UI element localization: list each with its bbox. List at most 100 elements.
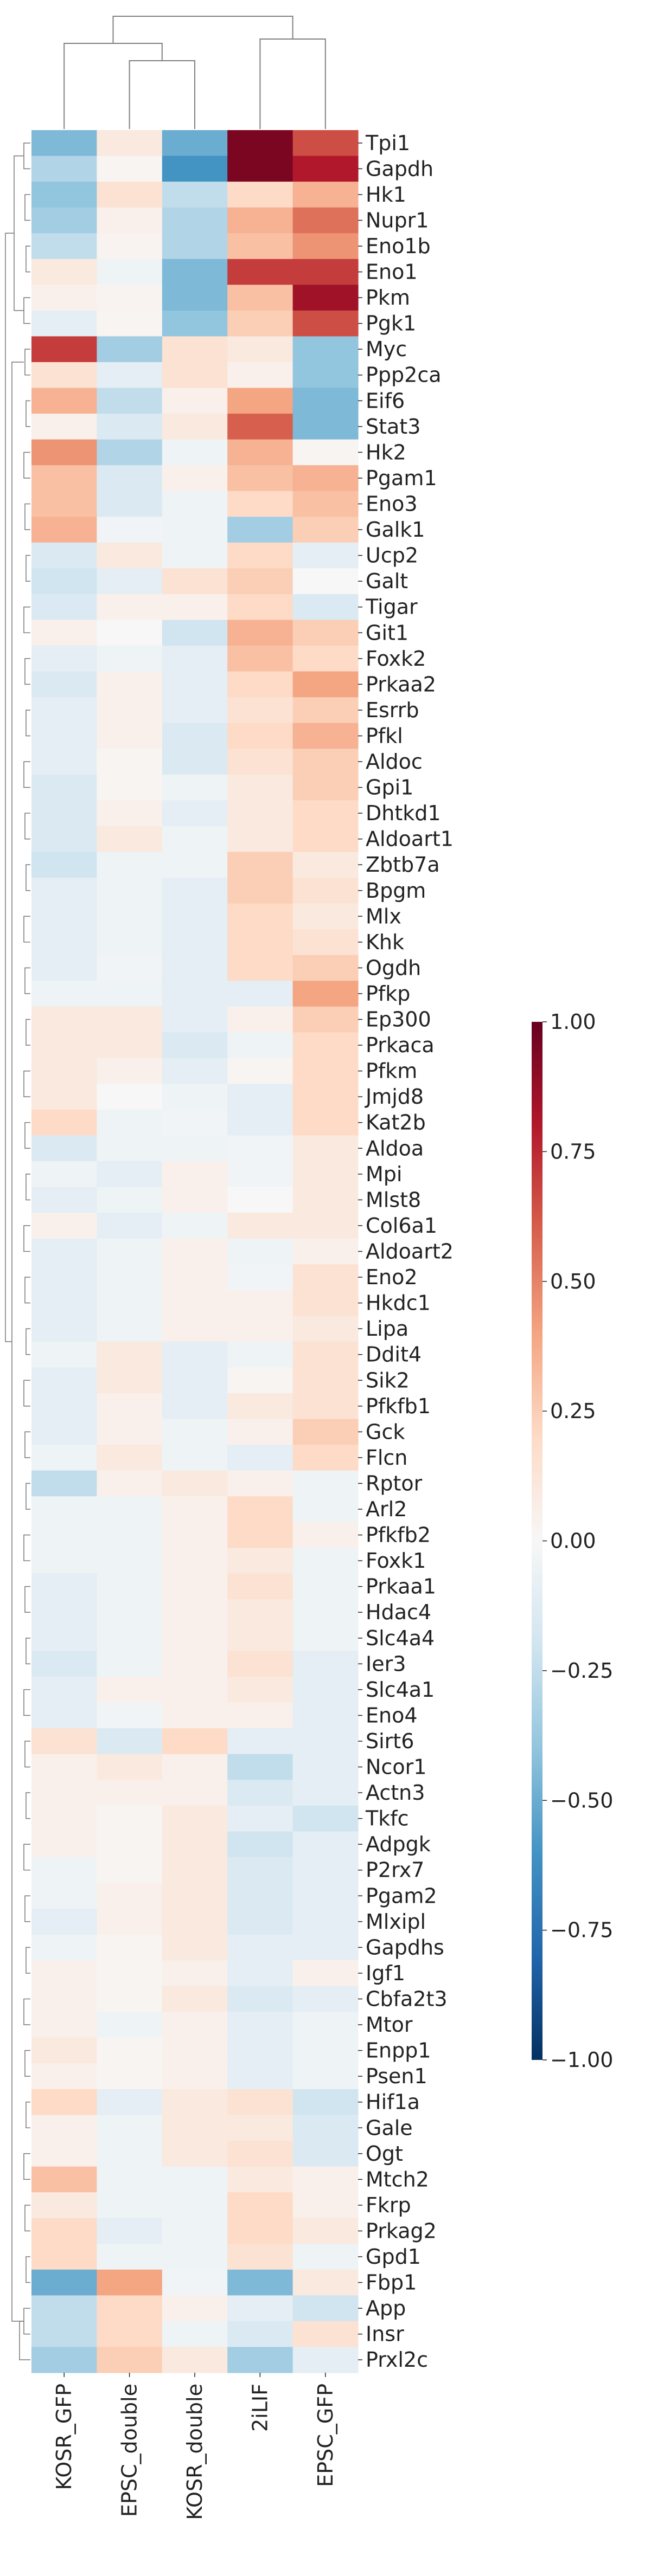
heatmap-cell-hk1-kosr_double	[162, 182, 228, 208]
heatmap-cell-eno3-2ilif	[227, 491, 293, 517]
heatmap-cell-prxl2c-2ilif	[227, 2347, 293, 2373]
row-label-gale: Gale	[366, 2116, 413, 2140]
heatmap-cell-pgam2-kosr_gfp	[31, 1883, 97, 1909]
heatmap-cell-arl2-kosr_gfp	[31, 1496, 97, 1523]
heatmap-cell-eno4-epsc_gfp	[292, 1702, 359, 1729]
heatmap-cell-pgam2-epsc_gfp	[292, 1883, 359, 1909]
heatmap-cell-pfkm-kosr_double	[162, 1058, 228, 1085]
heatmap-cell-gpd1-epsc_gfp	[292, 2244, 359, 2270]
heatmap-cell-tpi1-2ilif	[227, 130, 293, 157]
heatmap-cell-mtch2-kosr_double	[162, 2166, 228, 2193]
heatmap-cell-prkag2-epsc_gfp	[292, 2218, 359, 2244]
row-label-rptor: Rptor	[366, 1471, 423, 1495]
heatmap-cell-ucp2-epsc_double	[97, 542, 163, 569]
heatmap-cell-pgam1-kosr_gfp	[31, 465, 97, 492]
row-label-eno1: Eno1	[366, 260, 418, 284]
heatmap-cell-fbp1-kosr_gfp	[31, 2269, 97, 2296]
heatmap-cell-col6a1-kosr_double	[162, 1213, 228, 1239]
row-label-mlx: Mlx	[366, 904, 401, 928]
heatmap-cell-pgam2-epsc_double	[97, 1883, 163, 1909]
heatmap-cell-pgam1-epsc_gfp	[292, 465, 359, 492]
colorbar-tick-label: −0.75	[550, 1918, 613, 1942]
heatmap-cell-pfkfb2-epsc_gfp	[292, 1522, 359, 1548]
heatmap-cell-hif1a-kosr_double	[162, 2089, 228, 2116]
dendrogram-link	[25, 400, 30, 427]
dendrogram-link	[24, 349, 30, 376]
heatmap-cell-esrrb-kosr_gfp	[31, 697, 97, 724]
heatmap-cell-aldoa-2ilif	[227, 1135, 293, 1162]
heatmap-cell-prxl2c-epsc_gfp	[292, 2347, 359, 2373]
row-label-aldoc: Aldoc	[366, 750, 423, 774]
heatmap-cell-ier3-kosr_double	[162, 1651, 228, 1677]
heatmap-cell-git1-2ilif	[227, 620, 293, 646]
heatmap-cell-eno4-2ilif	[227, 1702, 293, 1729]
heatmap-cell-stat3-kosr_gfp	[31, 414, 97, 440]
heatmap-cell-jmjd8-epsc_gfp	[292, 1084, 359, 1110]
column-label-kosr_gfp: KOSR_GFP	[52, 2384, 76, 2490]
heatmap-cell-tpi1-kosr_gfp	[31, 130, 97, 157]
row-label-tpi1: Tpi1	[365, 131, 410, 155]
heatmap-cell-igf1-kosr_gfp	[31, 1960, 97, 1987]
heatmap-cell-gapdh-2ilif	[227, 156, 293, 182]
heatmap-cell-app-kosr_double	[162, 2295, 228, 2322]
heatmap-cell-pkm-epsc_double	[97, 285, 163, 311]
heatmap-cell-kat2b-epsc_gfp	[292, 1109, 359, 1136]
heatmap-cell-ncor1-epsc_gfp	[292, 1754, 359, 1780]
heatmap-cell-cbfa2t3-kosr_double	[162, 1986, 228, 2012]
heatmap-cell-ep300-epsc_gfp	[292, 1006, 359, 1033]
heatmap-cell-jmjd8-kosr_gfp	[31, 1084, 97, 1110]
heatmap-cell-tkfc-2ilif	[227, 1805, 293, 1832]
row-label-khk: Khk	[366, 930, 404, 954]
heatmap-cell-actn3-2ilif	[227, 1780, 293, 1806]
heatmap-cell-ep300-kosr_gfp	[31, 1006, 97, 1033]
heatmap-cell-nupr1-epsc_gfp	[292, 207, 359, 234]
heatmap-cell-gpi1-epsc_gfp	[292, 774, 359, 801]
row-label-mtch2: Mtch2	[366, 2167, 429, 2191]
heatmap-cell-hdac4-2ilif	[227, 1599, 293, 1626]
heatmap-cell-ppp2ca-epsc_gfp	[292, 362, 359, 389]
row-label-ier3: Ier3	[366, 1652, 406, 1676]
heatmap-cell-prkaa2-kosr_double	[162, 671, 228, 698]
heatmap-cell-zbtb7a-2ilif	[227, 852, 293, 878]
heatmap-cell-gpd1-2ilif	[227, 2244, 293, 2270]
heatmap-cell-hdac4-kosr_double	[162, 1599, 228, 1626]
heatmap-cell-gapdh-kosr_double	[162, 156, 228, 182]
heatmap-cell-gapdhs-kosr_double	[162, 1934, 228, 1961]
row-label-mlst8: Mlst8	[366, 1188, 421, 1212]
row-label-ncor1: Ncor1	[366, 1755, 426, 1779]
heatmap-cell-khk-epsc_double	[97, 929, 163, 956]
dendrogram-link	[24, 2205, 30, 2232]
dendrogram-link	[23, 1689, 30, 1716]
row-label-ogt: Ogt	[366, 2142, 403, 2166]
heatmap-cell-hk2-epsc_gfp	[292, 439, 359, 466]
heatmap-cell-tkfc-epsc_double	[97, 1805, 163, 1832]
row-label-eno4: Eno4	[366, 1703, 418, 1727]
heatmap-cell-eif6-kosr_gfp	[31, 388, 97, 414]
row-label-foxk1: Foxk1	[366, 1549, 426, 1573]
heatmap-cell-eno1-epsc_gfp	[292, 259, 359, 285]
heatmap-cell-pfkm-epsc_gfp	[292, 1058, 359, 1085]
heatmap-cell-mlxipl-kosr_double	[162, 1909, 228, 1935]
colorbar-tick-label: 1.00	[550, 1010, 596, 1034]
row-label-fkrp: Fkrp	[366, 2193, 411, 2217]
heatmap-cell-prxl2c-kosr_double	[162, 2347, 228, 2373]
heatmap-cell-pgk1-epsc_gfp	[292, 310, 359, 337]
heatmap-cell-eno1b-kosr_double	[162, 233, 228, 260]
heatmap-cell-tkfc-epsc_gfp	[292, 1805, 359, 1832]
heatmap-cell-prkag2-epsc_double	[97, 2218, 163, 2244]
heatmap-cell-gapdh-kosr_gfp	[31, 156, 97, 182]
row-label-tigar: Tigar	[365, 595, 418, 619]
heatmap-cell-mlst8-kosr_double	[162, 1187, 228, 1213]
heatmap-cell-hkdc1-epsc_double	[97, 1290, 163, 1316]
heatmap-cell-insr-kosr_gfp	[31, 2321, 97, 2348]
heatmap-cell-eno1b-2ilif	[227, 233, 293, 260]
heatmap-cell-pfkfb1-epsc_gfp	[292, 1393, 359, 1420]
heatmap-cell-aldoart2-epsc_gfp	[292, 1238, 359, 1265]
heatmap-cell-pfkfb1-kosr_gfp	[31, 1393, 97, 1420]
heatmap-cell-mtor-epsc_double	[97, 2012, 163, 2038]
heatmap-cell-eno2-kosr_double	[162, 1264, 228, 1291]
heatmap-cell-tigar-epsc_double	[97, 594, 163, 621]
dendrogram-link	[11, 362, 24, 2322]
heatmap-cell-fbp1-2ilif	[227, 2269, 293, 2296]
